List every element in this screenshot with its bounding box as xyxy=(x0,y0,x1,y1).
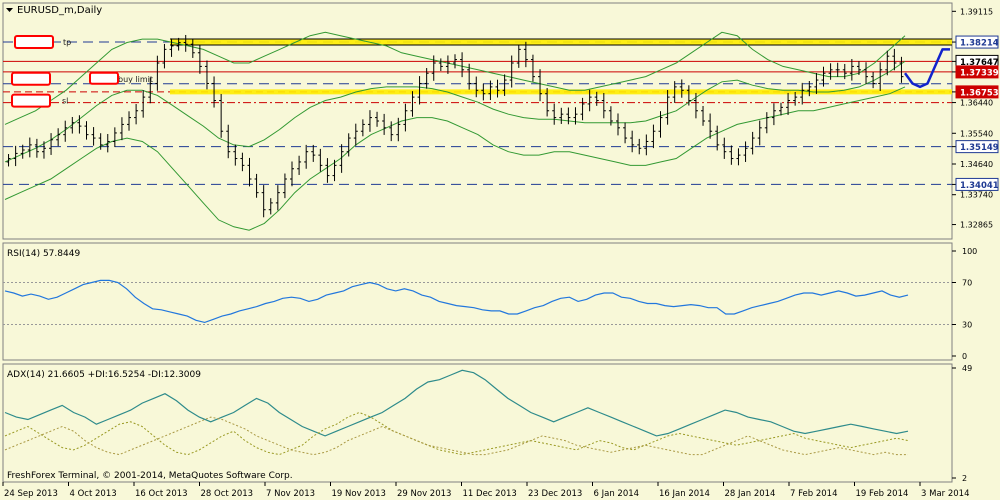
price-label-box xyxy=(955,65,999,79)
price-label-box xyxy=(955,35,999,49)
adx-pane-frame xyxy=(2,363,953,483)
price-label-text: 1.36753 xyxy=(960,88,999,98)
rsi-line xyxy=(4,279,909,324)
terminal-footer: FreshForex Terminal, © 2001-2014, MetaQu… xyxy=(7,471,293,481)
price-tick-label: 1.36440 xyxy=(960,99,993,108)
price-pane-frame xyxy=(2,2,953,240)
price-candles xyxy=(6,34,904,218)
forecast-curve xyxy=(903,48,950,89)
chart-menu-arrow-icon[interactable] xyxy=(6,8,13,12)
date-tick-label: 28 Oct 2013 xyxy=(201,489,254,499)
price-tick-label: 1.32865 xyxy=(960,221,993,230)
price-label-box xyxy=(955,85,999,99)
date-axis: 24 Sep 2013 4 Oct 2013 16 Oct 2013 28 Oct 2… xyxy=(2,482,969,499)
price-label-text: 1.38214 xyxy=(960,39,999,49)
date-tick-label: 3 Mar 2014 xyxy=(921,489,969,499)
price-label-text: 1.35149 xyxy=(960,143,999,153)
order-label-text: buy limit xyxy=(118,75,153,84)
rsi-tick-label: 0 xyxy=(962,352,967,361)
price-label-text: 1.37647 xyxy=(960,58,999,68)
date-tick-label: 19 Feb 2014 xyxy=(856,489,909,499)
adx-tick-label: 2 xyxy=(962,474,967,483)
adx-axis-ticks: 49 2 xyxy=(952,364,972,483)
redacted-order-box xyxy=(11,93,51,108)
date-tick-label: 19 Nov 2013 xyxy=(332,489,386,499)
date-tick-label: 24 Sep 2013 xyxy=(4,489,58,499)
price-tick-label: 1.39115 xyxy=(960,7,993,16)
bollinger-middle xyxy=(4,60,906,163)
rsi-pane-frame xyxy=(2,242,953,361)
price-tick-label: 1.35540 xyxy=(960,129,993,138)
price-label-text: 1.37339 xyxy=(960,68,999,78)
forecast-path xyxy=(903,48,950,89)
rsi-pane-title: RSI(14) 57.8449 xyxy=(7,249,80,259)
rsi-tick-label: 30 xyxy=(962,321,972,330)
price-tick-label: 1.34640 xyxy=(960,160,993,169)
adx-tick-label: 49 xyxy=(962,364,972,373)
rsi-series xyxy=(4,279,909,324)
price-tick-label: 1.33740 xyxy=(960,191,993,200)
date-tick-label: 29 Nov 2013 xyxy=(397,489,451,499)
redacted-order-box xyxy=(14,35,54,50)
date-tick-label: 6 Jan 2014 xyxy=(594,489,640,499)
rsi-tick-label: 100 xyxy=(962,247,977,256)
price-label-box xyxy=(955,177,999,191)
adx-lines xyxy=(4,369,909,456)
price-pane-title: EURUSD_m,Daily xyxy=(17,5,102,16)
date-tick-label: 7 Feb 2014 xyxy=(790,489,838,499)
date-tick-label: 4 Oct 2013 xyxy=(70,489,117,499)
rsi-tick-label: 70 xyxy=(962,279,972,288)
minus-di-series xyxy=(4,416,908,456)
date-tick-label: 7 Nov 2013 xyxy=(266,489,315,499)
order-labels: tp buy limit sl xyxy=(11,35,153,108)
order-label-text: tp xyxy=(63,38,71,47)
date-tick-label: 11 Dec 2013 xyxy=(463,489,517,499)
plus-di-series xyxy=(4,411,909,456)
rsi-axis-ticks: 100 70 30 0 xyxy=(952,247,977,361)
date-tick-label: 23 Dec 2013 xyxy=(528,489,582,499)
adx-series xyxy=(4,369,909,437)
price-label-text: 1.34041 xyxy=(960,181,999,191)
redacted-order-box xyxy=(11,71,51,86)
date-tick-label: 16 Jan 2014 xyxy=(659,489,710,499)
adx-pane-title: ADX(14) 21.6605 +DI:16.5254 -DI:12.3009 xyxy=(7,370,201,380)
date-tick-label: 16 Oct 2013 xyxy=(135,489,188,499)
price-level-lines xyxy=(3,38,952,185)
redacted-order-box xyxy=(89,71,119,85)
price-label-box xyxy=(955,140,999,154)
order-label-text: sl xyxy=(62,97,68,106)
date-tick-label: 28 Jan 2014 xyxy=(725,489,776,499)
bollinger-lower xyxy=(4,86,906,231)
